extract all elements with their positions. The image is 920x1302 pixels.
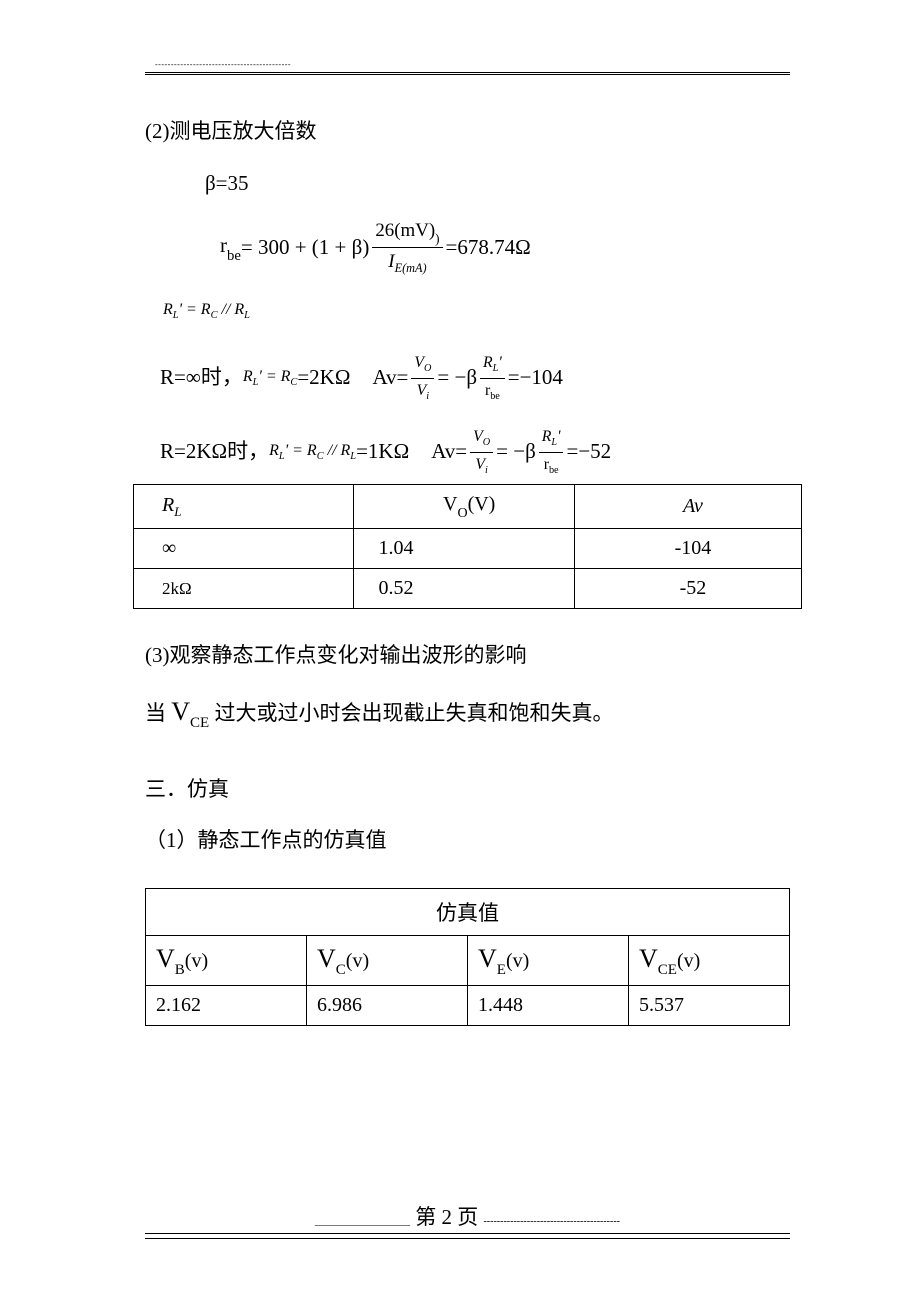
case1-rl-rbe: RL' rbe — [480, 352, 505, 404]
beta-value: β=35 — [145, 167, 790, 201]
s3-suffix: 过大或过小时会出现截止失真和饱和失真。 — [209, 701, 613, 725]
t2-r-vce: 5.537 — [629, 986, 790, 1026]
footer-dashes-left: ___________________ — [315, 1216, 410, 1227]
case2-negbeta: = −β — [496, 437, 536, 466]
header-dashes: ----------------------------------------… — [145, 60, 790, 69]
t2-vce-sub: CE — [658, 962, 677, 978]
case2-rl-rbe: RL' rbe — [539, 426, 564, 478]
table-row: 2kΩ 0.52 -52 — [134, 569, 802, 609]
t2-vb-v: V — [156, 944, 175, 973]
t1-r2-vo: 0.52 — [354, 569, 574, 609]
page-number: 第 2 页 — [415, 1205, 478, 1229]
t1-r1-av: -104 — [574, 529, 801, 569]
t2-vce-suf: (v) — [677, 950, 700, 972]
case2-av: Av= — [431, 437, 467, 466]
rbe-fraction: 26(mV)) IE(mA) — [372, 218, 442, 277]
footer-underline — [145, 1238, 790, 1239]
t2-title: 仿真值 — [146, 889, 790, 936]
s3-vce-v: V — [171, 697, 190, 726]
t2-vc-suf: (v) — [346, 950, 369, 972]
case1-rl-expr: RL' = RC — [243, 366, 298, 391]
sim-table: 仿真值 VB(v) VC(v) VE(v) VCE(v) 2.162 6.986… — [145, 888, 790, 1026]
case1-negbeta: = −β — [437, 363, 477, 392]
t1-h2-suf: (V) — [468, 493, 496, 515]
table-row: 仿真值 — [146, 889, 790, 936]
gain-table: RL VO(V) Av ∞ 1.04 -104 2kΩ 0.52 -52 — [133, 484, 802, 609]
t2-vb-suf: (v) — [185, 950, 208, 972]
rbe-formula: rbe = 300 + (1 + β) 26(mV)) IE(mA) =678.… — [160, 218, 790, 277]
case1-av: Av= — [372, 363, 408, 392]
table-row: ∞ 1.04 -104 — [134, 529, 802, 569]
case2-prefix: R=2KΩ时， — [160, 437, 269, 466]
t1-h2-v: V — [443, 493, 457, 515]
sim-heading: 三．仿真 — [145, 773, 790, 807]
case2-1k: =1KΩ — [356, 437, 409, 466]
sim-sub1: （1）静态工作点的仿真值 — [145, 824, 790, 858]
case1-prefix: R=∞时， — [160, 363, 243, 392]
t2-ve-suf: (v) — [506, 950, 529, 972]
rl-prime-def: RL' = RC // RL — [163, 299, 790, 324]
page-footer: ___________________ 第 2 页 --------------… — [145, 1201, 790, 1234]
s3-prefix: 当 — [145, 701, 171, 725]
section-2-title: (2)测电压放大倍数 — [145, 115, 790, 149]
case2-result: =−52 — [566, 437, 611, 466]
t1-h1-sub: L — [174, 504, 181, 519]
t1-h3: Av — [683, 495, 703, 517]
rbe-var: rbe — [220, 231, 241, 264]
t1-r1-vo: 1.04 — [354, 529, 574, 569]
t2-r-vc: 6.986 — [307, 986, 468, 1026]
table-row: 2.162 6.986 1.448 5.537 — [146, 986, 790, 1026]
t2-vc-sub: C — [336, 962, 346, 978]
case2-vo-vi: VO Vi — [470, 426, 493, 478]
t2-ve-sub: E — [497, 962, 506, 978]
rbe-result: =678.74Ω — [446, 233, 531, 262]
case2-rl-expr: RL' = RC // RL — [269, 440, 356, 465]
t2-r-vb: 2.162 — [146, 986, 307, 1026]
table-row: VB(v) VC(v) VE(v) VCE(v) — [146, 936, 790, 986]
t1-h2-sub: O — [457, 506, 467, 521]
t1-r2-rl: 2kΩ — [134, 569, 354, 609]
case-infinity: R=∞时， RL' = RC =2KΩ Av= VO Vi = −β RL' r… — [160, 352, 790, 404]
t2-vc-v: V — [317, 944, 336, 973]
case-2k: R=2KΩ时， RL' = RC // RL =1KΩ Av= VO Vi = … — [160, 426, 790, 478]
header-rule — [145, 72, 790, 75]
case1-2k: =2KΩ — [297, 363, 350, 392]
section-3-body: 当 VCE 过大或过小时会出现截止失真和饱和失真。 — [145, 691, 790, 733]
table-row: RL VO(V) Av — [134, 485, 802, 529]
t2-ve-v: V — [478, 944, 497, 973]
t2-vb-sub: B — [175, 962, 185, 978]
t2-r-ve: 1.448 — [468, 986, 629, 1026]
t1-h1-var: R — [162, 494, 174, 516]
t1-r1-rl: ∞ — [134, 529, 354, 569]
section-3-title: (3)观察静态工作点变化对输出波形的影响 — [145, 639, 790, 673]
t1-r2-av: -52 — [574, 569, 801, 609]
t2-vce-v: V — [639, 944, 658, 973]
case1-result: =−104 — [508, 363, 563, 392]
footer-dashes-right: ----------------------------------------… — [483, 1216, 620, 1227]
case1-vo-vi: VO Vi — [411, 352, 434, 404]
rbe-eq: = 300 + (1 + β) — [241, 233, 369, 262]
s3-vce-sub: CE — [190, 715, 209, 731]
